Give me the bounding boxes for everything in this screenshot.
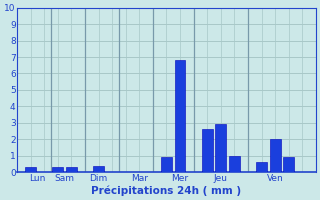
Bar	[202, 129, 212, 172]
Bar	[52, 167, 63, 172]
Bar	[215, 124, 226, 172]
Bar	[25, 167, 36, 172]
Bar	[161, 157, 172, 172]
Bar	[66, 167, 77, 172]
Bar	[93, 166, 104, 172]
Bar	[256, 162, 267, 172]
Bar	[270, 139, 281, 172]
Bar	[229, 156, 240, 172]
Bar	[175, 60, 186, 172]
X-axis label: Précipitations 24h ( mm ): Précipitations 24h ( mm )	[92, 185, 242, 196]
Bar	[283, 157, 294, 172]
